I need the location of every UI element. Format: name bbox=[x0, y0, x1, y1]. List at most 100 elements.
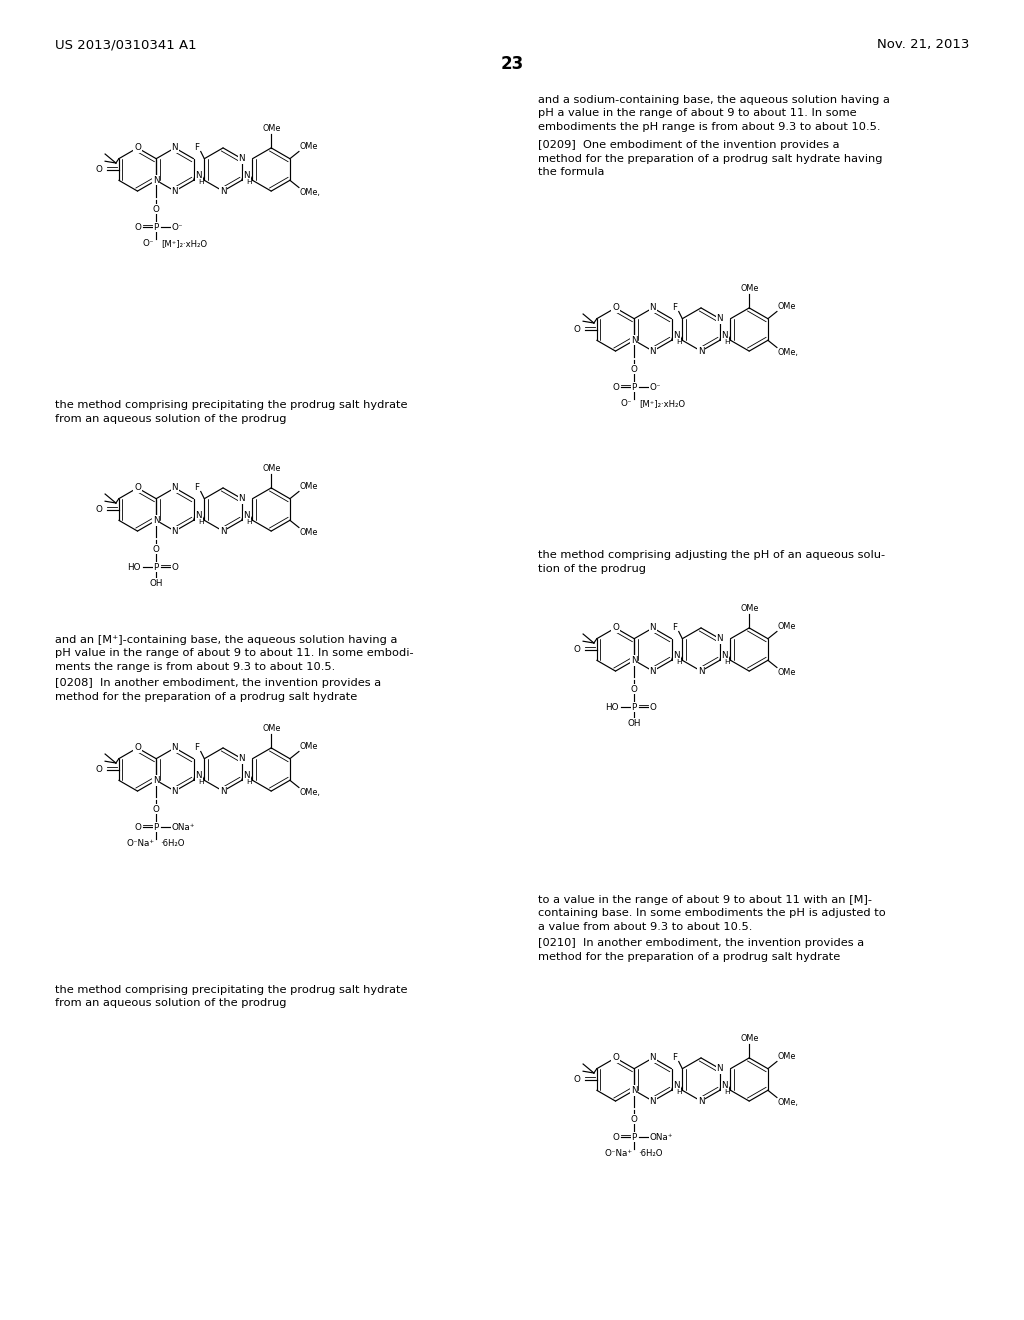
Text: OMe: OMe bbox=[262, 463, 281, 473]
Text: containing base. In some embodiments the pH is adjusted to: containing base. In some embodiments the… bbox=[538, 908, 886, 919]
Text: H: H bbox=[677, 1089, 682, 1096]
Text: [0210]  In another embodiment, the invention provides a: [0210] In another embodiment, the invent… bbox=[538, 939, 864, 948]
Text: O: O bbox=[631, 685, 638, 693]
Text: OMe: OMe bbox=[778, 1052, 797, 1060]
Text: N: N bbox=[649, 347, 656, 355]
Text: tion of the prodrug: tion of the prodrug bbox=[538, 564, 646, 573]
Text: and a sodium-containing base, the aqueous solution having a: and a sodium-containing base, the aqueou… bbox=[538, 95, 890, 106]
Text: P: P bbox=[154, 562, 159, 572]
Text: N: N bbox=[649, 623, 656, 632]
Text: N: N bbox=[674, 652, 680, 660]
Text: N: N bbox=[172, 743, 178, 752]
Text: N: N bbox=[172, 144, 178, 152]
Text: O⁻: O⁻ bbox=[621, 399, 633, 408]
Text: OMe: OMe bbox=[300, 528, 318, 537]
Text: N: N bbox=[722, 1081, 728, 1090]
Text: P: P bbox=[154, 223, 159, 231]
Text: OMe: OMe bbox=[300, 482, 318, 491]
Text: N: N bbox=[153, 516, 160, 525]
Text: O: O bbox=[153, 205, 160, 214]
Text: H: H bbox=[677, 659, 682, 665]
Text: OMe: OMe bbox=[300, 141, 318, 150]
Text: O: O bbox=[134, 483, 141, 492]
Text: P: P bbox=[632, 383, 637, 392]
Text: N: N bbox=[220, 787, 226, 796]
Text: O: O bbox=[573, 645, 581, 653]
Text: N: N bbox=[649, 1097, 656, 1106]
Text: OMe: OMe bbox=[262, 124, 281, 132]
Text: P: P bbox=[154, 822, 159, 832]
Text: O: O bbox=[612, 1133, 618, 1142]
Text: N: N bbox=[717, 314, 723, 323]
Text: HO: HO bbox=[605, 702, 618, 711]
Text: F: F bbox=[672, 1053, 677, 1063]
Text: N: N bbox=[153, 176, 160, 185]
Text: O⁻: O⁻ bbox=[143, 239, 155, 248]
Text: N: N bbox=[172, 186, 178, 195]
Text: from an aqueous solution of the prodrug: from an aqueous solution of the prodrug bbox=[55, 413, 287, 424]
Text: N: N bbox=[649, 304, 656, 313]
Text: N: N bbox=[722, 331, 728, 341]
Text: OMe,: OMe, bbox=[300, 189, 321, 198]
Text: N: N bbox=[631, 1086, 637, 1094]
Text: N: N bbox=[172, 483, 178, 492]
Text: O: O bbox=[95, 766, 102, 774]
Text: H: H bbox=[199, 519, 204, 525]
Text: H: H bbox=[247, 180, 252, 185]
Text: F: F bbox=[194, 743, 199, 752]
Text: N: N bbox=[239, 754, 245, 763]
Text: ments the range is from about 9.3 to about 10.5.: ments the range is from about 9.3 to abo… bbox=[55, 663, 335, 672]
Text: O: O bbox=[134, 822, 141, 832]
Text: ONa⁺: ONa⁺ bbox=[649, 1133, 673, 1142]
Text: a value from about 9.3 to about 10.5.: a value from about 9.3 to about 10.5. bbox=[538, 921, 753, 932]
Text: method for the preparation of a prodrug salt hydrate: method for the preparation of a prodrug … bbox=[55, 692, 357, 701]
Text: O: O bbox=[171, 562, 178, 572]
Text: O: O bbox=[153, 545, 160, 553]
Text: OMe: OMe bbox=[740, 1034, 759, 1043]
Text: HO: HO bbox=[127, 562, 141, 572]
Text: N: N bbox=[649, 1053, 656, 1063]
Text: and an [M⁺]-containing base, the aqueous solution having a: and an [M⁺]-containing base, the aqueous… bbox=[55, 635, 397, 645]
Text: N: N bbox=[244, 511, 250, 520]
Text: N: N bbox=[172, 787, 178, 796]
Text: N: N bbox=[722, 652, 728, 660]
Text: O⁻: O⁻ bbox=[649, 383, 660, 392]
Text: N: N bbox=[172, 527, 178, 536]
Text: ONa⁺: ONa⁺ bbox=[171, 822, 195, 832]
Text: OMe: OMe bbox=[778, 622, 797, 631]
Text: method for the preparation of a prodrug salt hydrate having: method for the preparation of a prodrug … bbox=[538, 153, 883, 164]
Text: 23: 23 bbox=[501, 55, 523, 73]
Text: ·6H₂O: ·6H₂O bbox=[160, 838, 184, 847]
Text: US 2013/0310341 A1: US 2013/0310341 A1 bbox=[55, 38, 197, 51]
Text: P: P bbox=[632, 1133, 637, 1142]
Text: OMe,: OMe, bbox=[778, 348, 799, 358]
Text: N: N bbox=[196, 172, 202, 181]
Text: the formula: the formula bbox=[538, 168, 604, 177]
Text: O: O bbox=[95, 506, 102, 513]
Text: N: N bbox=[674, 1081, 680, 1090]
Text: N: N bbox=[244, 172, 250, 181]
Text: [M⁺]₂·xH₂O: [M⁺]₂·xH₂O bbox=[162, 239, 208, 248]
Text: N: N bbox=[717, 1064, 723, 1073]
Text: [0209]  One embodiment of the invention provides a: [0209] One embodiment of the invention p… bbox=[538, 140, 840, 150]
Text: ·6H₂O: ·6H₂O bbox=[638, 1148, 663, 1158]
Text: N: N bbox=[239, 154, 245, 164]
Text: N: N bbox=[697, 667, 705, 676]
Text: N: N bbox=[196, 771, 202, 780]
Text: O: O bbox=[573, 1074, 581, 1084]
Text: H: H bbox=[725, 659, 730, 665]
Text: [0208]  In another embodiment, the invention provides a: [0208] In another embodiment, the invent… bbox=[55, 678, 381, 688]
Text: OMe: OMe bbox=[740, 603, 759, 612]
Text: O: O bbox=[134, 743, 141, 752]
Text: pH a value in the range of about 9 to about 11. In some: pH a value in the range of about 9 to ab… bbox=[538, 108, 857, 119]
Text: H: H bbox=[725, 339, 730, 346]
Text: O: O bbox=[95, 165, 102, 174]
Text: H: H bbox=[199, 180, 204, 185]
Text: OMe: OMe bbox=[740, 284, 759, 293]
Text: H: H bbox=[199, 779, 204, 785]
Text: OMe: OMe bbox=[778, 301, 797, 310]
Text: pH value in the range of about 9 to about 11. In some embodi-: pH value in the range of about 9 to abou… bbox=[55, 648, 414, 659]
Text: N: N bbox=[631, 656, 637, 665]
Text: N: N bbox=[239, 494, 245, 503]
Text: OMe: OMe bbox=[300, 742, 318, 751]
